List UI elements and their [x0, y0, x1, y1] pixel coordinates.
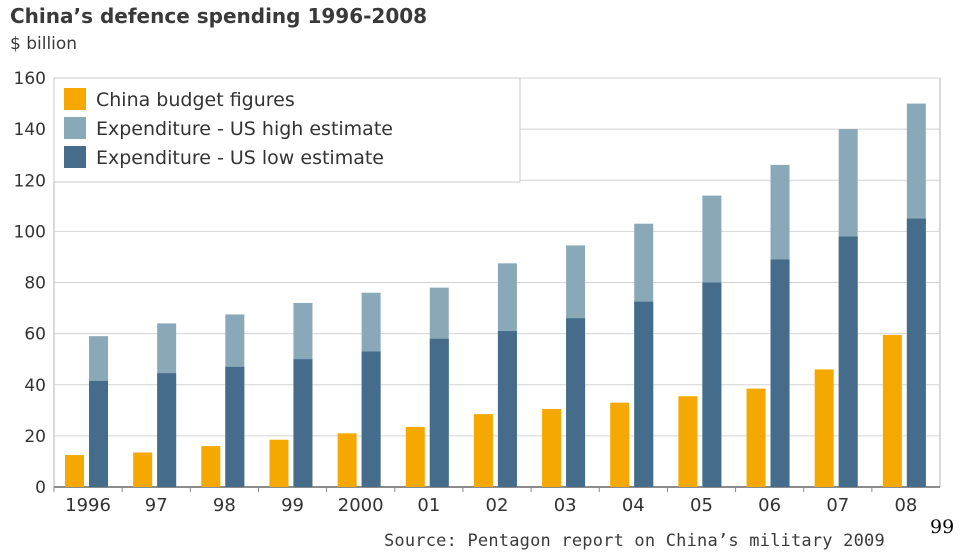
x-tick-label: 02	[486, 495, 509, 516]
y-tick-label: 100	[14, 222, 46, 242]
bar-low-estimate	[361, 351, 381, 487]
bar-budget	[882, 334, 902, 487]
x-tick-label: 98	[213, 495, 236, 516]
x-tick-label: 03	[554, 495, 577, 516]
x-tick-label: 1996	[65, 495, 111, 516]
x-tick-label: 05	[690, 495, 713, 516]
bar-budget	[746, 388, 766, 487]
x-tick-label: 01	[417, 495, 440, 516]
bar-low-estimate	[838, 236, 858, 487]
legend-label: Expenditure - US high estimate	[96, 118, 393, 140]
x-tick-label: 08	[894, 495, 917, 516]
page-number: 99	[930, 516, 955, 538]
bar-low-estimate	[225, 366, 245, 487]
x-tick-label: 06	[758, 495, 781, 516]
bar-budget	[814, 369, 834, 487]
bar-low-estimate	[634, 301, 654, 487]
y-tick-label: 40	[24, 376, 46, 396]
legend-label: Expenditure - US low estimate	[96, 147, 384, 169]
y-tick-label: 20	[24, 427, 46, 447]
bar-budget	[405, 426, 425, 487]
legend-swatch	[64, 117, 86, 139]
source-note: Source: Pentagon report on China’s milit…	[384, 531, 885, 551]
y-tick-label: 160	[14, 69, 46, 89]
y-tick-label: 140	[14, 120, 46, 140]
bar-low-estimate	[157, 373, 177, 487]
x-tick-label: 04	[622, 495, 645, 516]
legend-box	[53, 77, 521, 183]
bar-budget	[269, 439, 289, 487]
y-tick-label: 60	[24, 325, 46, 345]
bar-low-estimate	[293, 359, 313, 487]
bar-budget	[133, 452, 153, 487]
y-tick-label: 80	[24, 274, 46, 294]
bar-low-estimate	[702, 282, 722, 487]
bar-budget	[201, 446, 221, 487]
y-tick-label: 0	[35, 478, 46, 498]
chart-subtitle: $ billion	[10, 34, 78, 54]
bar-low-estimate	[429, 338, 449, 487]
x-tick-label: 99	[281, 495, 304, 516]
legend-swatch	[64, 146, 86, 168]
bar-low-estimate	[497, 331, 517, 487]
bar-budget	[65, 455, 84, 487]
x-tick-label: 07	[826, 495, 849, 516]
bar-budget	[610, 402, 630, 487]
bar-budget	[337, 433, 357, 487]
bar-low-estimate	[566, 318, 586, 487]
y-tick-label: 120	[14, 171, 46, 191]
bar-budget	[542, 409, 562, 487]
chart-title: China’s defence spending 1996-2008	[10, 4, 428, 28]
bar-low-estimate	[89, 380, 108, 487]
bar-budget	[678, 396, 698, 487]
x-tick-label: 97	[145, 495, 168, 516]
bar-budget	[473, 414, 493, 487]
legend-label: China budget figures	[96, 89, 295, 111]
bar-low-estimate	[906, 218, 926, 487]
bar-low-estimate	[770, 259, 790, 487]
x-tick-label: 2000	[338, 495, 384, 516]
legend-swatch	[64, 88, 86, 110]
